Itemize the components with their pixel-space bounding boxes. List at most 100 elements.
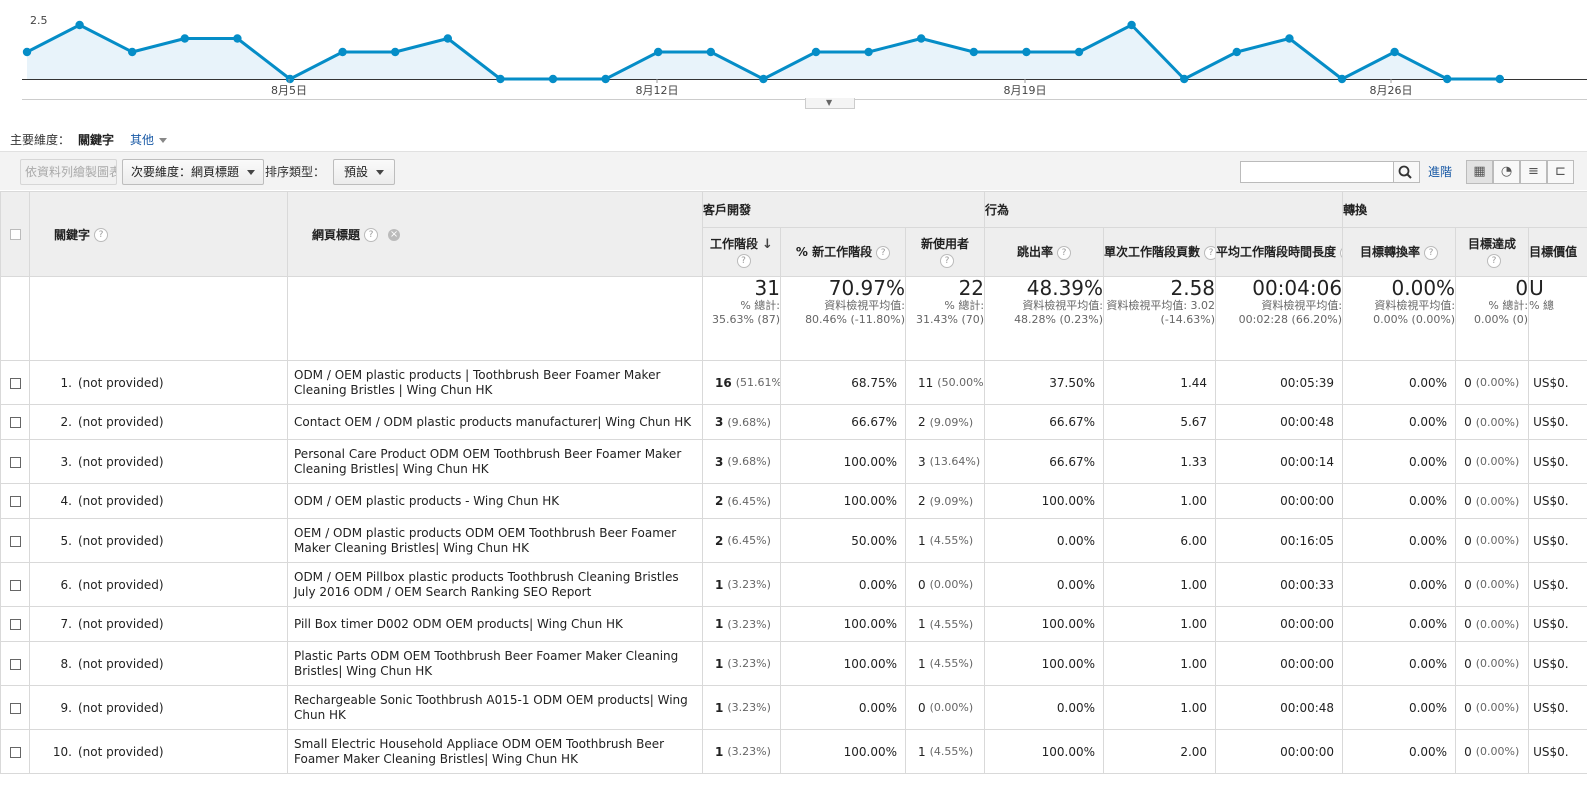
header-new-users[interactable]: 新使用者? <box>904 227 986 277</box>
row-keyword[interactable]: (not provided) <box>78 744 164 759</box>
trend-point[interactable] <box>22 47 32 57</box>
row-checkbox[interactable] <box>9 417 21 428</box>
select-all-checkbox[interactable] <box>9 229 21 240</box>
trend-point[interactable] <box>706 47 715 57</box>
row-keyword[interactable]: (not provided) <box>78 700 164 715</box>
header-avg-duration[interactable]: 平均工作階段時間長度? <box>1215 227 1344 277</box>
trend-point[interactable] <box>1074 47 1084 57</box>
trend-point[interactable] <box>1285 34 1294 43</box>
help-icon[interactable]: ? <box>940 253 955 268</box>
page-title-cell[interactable]: ODM / OEM Pillbox plastic products Tooth… <box>287 562 703 607</box>
page-title-cell[interactable]: OEM / ODM plastic products ODM OEM Tooth… <box>287 518 703 563</box>
table-search-input[interactable] <box>1240 161 1394 183</box>
header-keyword[interactable]: 關鍵字? <box>29 191 288 277</box>
keyword-cell[interactable]: 4. (not provided) <box>29 483 288 519</box>
performance-view-button[interactable]: ≡ <box>1520 160 1547 184</box>
row-keyword[interactable]: (not provided) <box>78 454 164 469</box>
page-title-cell[interactable]: Small Electric Household Appliace ODM OE… <box>287 729 703 774</box>
row-checkbox[interactable] <box>9 377 21 389</box>
trend-point[interactable] <box>1127 20 1136 30</box>
advanced-filter-link[interactable]: 進階 <box>1428 165 1453 179</box>
keyword-cell[interactable]: 9. (not provided) <box>29 685 288 730</box>
keyword-cell[interactable]: 1. (not provided) <box>29 360 288 405</box>
trend-point[interactable] <box>654 47 663 57</box>
row-keyword[interactable]: (not provided) <box>78 415 164 429</box>
row-keyword[interactable]: (not provided) <box>78 656 164 671</box>
sort-type-dropdown[interactable]: 預設 <box>333 159 396 185</box>
secondary-dimension-dropdown[interactable]: 次要維度：網頁標題 <box>122 159 265 185</box>
row-keyword[interactable]: (not provided) <box>78 617 164 631</box>
header-bounce-rate[interactable]: 跳出率? <box>984 227 1105 277</box>
trend-point[interactable] <box>496 74 505 84</box>
trend-point[interactable] <box>391 47 400 57</box>
search-button[interactable] <box>1394 161 1420 183</box>
dimension-other-dropdown[interactable]: 其他 <box>130 133 168 147</box>
row-keyword[interactable]: (not provided) <box>78 494 164 508</box>
trend-point[interactable] <box>1022 47 1031 57</box>
trend-point[interactable] <box>864 47 873 57</box>
trend-point[interactable] <box>759 74 768 84</box>
remove-dimension-icon[interactable]: × <box>388 229 401 241</box>
help-icon[interactable]: ? <box>736 254 751 268</box>
trend-point[interactable] <box>128 47 137 57</box>
row-checkbox[interactable] <box>9 456 21 468</box>
trend-point[interactable] <box>1495 74 1505 84</box>
trend-point[interactable] <box>1443 74 1452 84</box>
row-checkbox[interactable] <box>9 579 21 591</box>
help-icon[interactable]: ? <box>1487 253 1502 268</box>
row-checkbox[interactable] <box>9 702 21 714</box>
row-keyword[interactable]: (not provided) <box>78 577 164 592</box>
header-goal-value[interactable]: 目標價值 <box>1528 227 1587 277</box>
trend-point[interactable] <box>601 74 610 84</box>
trend-point[interactable] <box>180 34 189 43</box>
page-title-cell[interactable]: Personal Care Product ODM OEM Toothbrush… <box>287 439 703 484</box>
keyword-cell[interactable]: 8. (not provided) <box>29 641 288 686</box>
row-checkbox[interactable] <box>9 535 21 547</box>
trend-point[interactable] <box>969 47 978 57</box>
keyword-cell[interactable]: 5. (not provided) <box>29 518 288 563</box>
pie-view-button[interactable]: ◔ <box>1493 160 1520 184</box>
trend-point[interactable] <box>338 47 347 57</box>
header-goal-completions[interactable]: 目標達成? <box>1455 227 1530 277</box>
trend-point[interactable] <box>548 74 558 84</box>
help-icon[interactable]: ? <box>1424 245 1439 260</box>
table-view-button[interactable]: ▦ <box>1466 160 1493 184</box>
page-title-cell[interactable]: Rechargeable Sonic Toothbrush A015-1 ODM… <box>287 685 703 730</box>
trend-point[interactable] <box>917 34 926 43</box>
trend-point[interactable] <box>75 20 84 30</box>
help-icon[interactable]: ? <box>1204 245 1215 260</box>
row-checkbox[interactable] <box>9 619 21 630</box>
help-icon[interactable]: ? <box>94 228 109 242</box>
keyword-cell[interactable]: 6. (not provided) <box>29 562 288 607</box>
page-title-cell[interactable]: ODM / OEM plastic products - Wing Chun H… <box>287 483 703 519</box>
keyword-cell[interactable]: 10. (not provided) <box>29 729 288 774</box>
page-title-cell[interactable]: Plastic Parts ODM OEM Toothbrush Beer Fo… <box>287 641 703 686</box>
row-checkbox[interactable] <box>9 746 21 758</box>
trend-point[interactable] <box>285 74 295 84</box>
header-new-sessions[interactable]: % 新工作階段? <box>780 227 906 277</box>
header-page-title[interactable]: 網頁標題? × <box>287 191 703 277</box>
keyword-cell[interactable]: 7. (not provided) <box>29 606 288 642</box>
help-icon[interactable]: ? <box>876 245 891 260</box>
trend-point[interactable] <box>1390 47 1399 57</box>
row-keyword[interactable]: (not provided) <box>78 375 164 390</box>
row-keyword[interactable]: (not provided) <box>78 533 164 548</box>
help-icon[interactable]: ? <box>364 228 379 242</box>
trend-point[interactable] <box>443 34 452 43</box>
dimension-keyword[interactable]: 關鍵字 <box>78 133 115 147</box>
help-icon[interactable]: ? <box>1057 245 1072 260</box>
row-checkbox[interactable] <box>9 496 21 507</box>
page-title-cell[interactable]: Contact OEM / ODM plastic products manuf… <box>287 404 703 440</box>
trend-point[interactable] <box>1232 47 1242 57</box>
trend-point[interactable] <box>811 47 821 57</box>
header-pages-session[interactable]: 單次工作階段頁數? <box>1103 227 1217 277</box>
comparison-view-button[interactable]: ⊏ <box>1547 160 1574 184</box>
row-checkbox[interactable] <box>9 658 21 670</box>
trend-point[interactable] <box>1180 74 1189 84</box>
plot-rows-button[interactable]: 依資料列繪製圖表 <box>20 159 117 185</box>
chart-collapse-toggle[interactable]: ▼ <box>805 98 855 109</box>
trend-point[interactable] <box>233 34 242 43</box>
header-sessions[interactable]: 工作階段 ↓? <box>702 227 781 277</box>
page-title-cell[interactable]: ODM / OEM plastic products | Toothbrush … <box>287 360 703 405</box>
keyword-cell[interactable]: 3. (not provided) <box>29 439 288 484</box>
